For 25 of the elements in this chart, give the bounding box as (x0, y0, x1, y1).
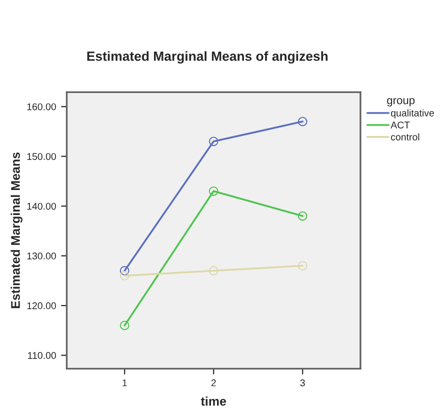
point (120, 271, 130, 280)
legend-label: ACT (390, 122, 410, 128)
y-tick-label: 140.00 (27, 202, 56, 210)
point (208, 266, 218, 276)
point (298, 211, 308, 221)
legend-label: qualitative (391, 109, 434, 118)
point (208, 186, 218, 196)
point (298, 261, 308, 270)
y-tick-label: 110.00 (28, 352, 56, 359)
x-axis-title: time (200, 396, 226, 406)
point (298, 116, 308, 126)
y-tick-label: 120.00 (27, 302, 56, 310)
y-axis-title: Estimated Marginal Means (10, 152, 22, 308)
point (208, 136, 218, 146)
y-tick-label: 160.00 (27, 103, 56, 110)
legend-label: control (391, 133, 420, 140)
x-tick-label: 3 (300, 379, 305, 386)
y-tick-label: 130.00 (27, 252, 56, 260)
chart-title: Estimated Marginal Means of angizesh (87, 51, 328, 64)
point (120, 266, 130, 276)
x-tick-label: 2 (211, 379, 216, 386)
legend-title: group (387, 98, 415, 106)
y-tick-label: 150.00 (27, 153, 56, 160)
x-tick-label: 1 (122, 379, 127, 386)
point (120, 320, 130, 330)
